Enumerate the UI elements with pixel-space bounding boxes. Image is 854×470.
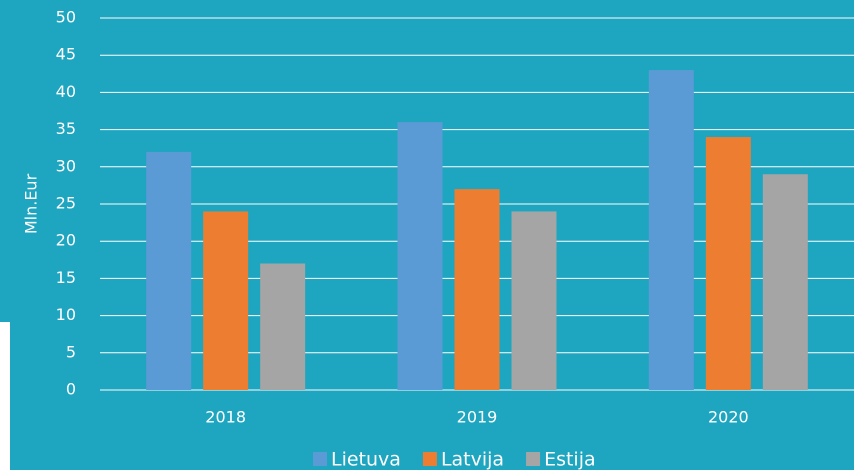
legend-swatch <box>422 452 437 466</box>
legend-label: Latvija <box>441 449 504 470</box>
legend-label: Estija <box>544 449 596 470</box>
y-tick-label: 15 <box>56 268 76 287</box>
bar <box>648 70 694 390</box>
y-tick-label: 30 <box>56 156 76 175</box>
y-axis-title: Mln.Eur <box>22 173 41 234</box>
y-tick-label: 5 <box>66 342 76 361</box>
y-tick-label: 40 <box>56 82 76 101</box>
side-panel-edge <box>0 322 10 470</box>
bar <box>705 137 751 390</box>
y-tick-label: 20 <box>56 231 76 250</box>
y-tick-label: 10 <box>56 305 76 324</box>
legend-label: Lietuva <box>331 449 401 470</box>
bar <box>762 174 808 390</box>
y-tick-label: 0 <box>66 380 76 399</box>
bar <box>454 189 500 390</box>
x-tick-label: 2018 <box>205 408 246 427</box>
bar <box>397 122 443 390</box>
bar <box>146 151 192 390</box>
bar <box>203 211 249 390</box>
bar <box>260 263 306 390</box>
x-tick-label: 2019 <box>457 408 498 427</box>
legend-swatch <box>526 452 541 466</box>
y-tick-label: 45 <box>56 45 76 64</box>
legend-swatch <box>313 452 327 466</box>
x-tick-label: 2020 <box>708 408 749 427</box>
y-tick-label: 50 <box>56 8 76 27</box>
bar <box>511 211 557 390</box>
y-tick-label: 35 <box>56 119 76 138</box>
y-tick-label: 25 <box>56 194 76 213</box>
